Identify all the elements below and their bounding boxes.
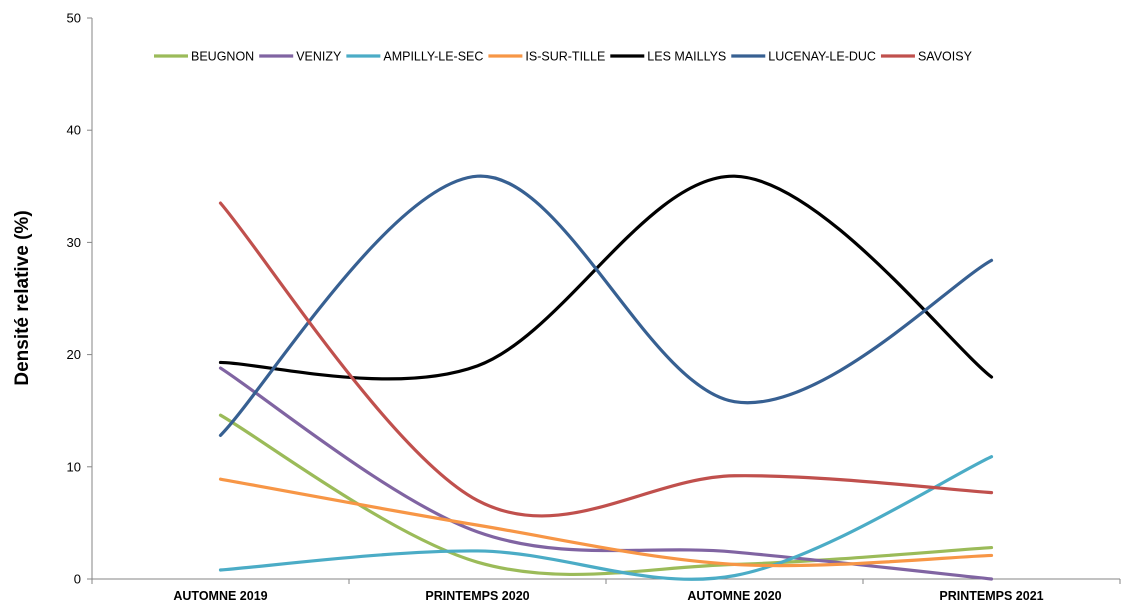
- x-tick-label: AUTOMNE 2020: [687, 589, 781, 603]
- legend-label-ampilly-le-sec: AMPILLY-LE-SEC: [383, 50, 483, 64]
- legend-label-beugnon: BEUGNON: [191, 50, 254, 64]
- series-line-les-maillys: [218, 174, 994, 381]
- y-tick-label: 10: [67, 459, 81, 474]
- y-tick-label: 30: [67, 235, 81, 250]
- series-line-savoisy: [218, 201, 994, 518]
- series-line-venizy: [218, 366, 994, 581]
- legend: BEUGNON VENIZY AMPILLY-LE-SEC IS-SUR-TILLE L…: [154, 50, 973, 64]
- legend-label-is-sur-tille: IS-SUR-TILLE: [525, 50, 605, 64]
- series-line-lucenay-le-duc: [218, 174, 994, 437]
- y-tick-label: 0: [74, 572, 81, 587]
- legend-label-savoisy: SAVOISY: [918, 50, 973, 64]
- legend-label-les-maillys: LES MAILLYS: [647, 50, 726, 64]
- x-tick-label: PRINTEMPS 2021: [939, 589, 1043, 603]
- legend-label-venizy: VENIZY: [296, 50, 342, 64]
- y-tick-label: 40: [67, 123, 81, 138]
- x-tick-label: AUTOMNE 2019: [173, 589, 267, 603]
- series-layer: [218, 174, 994, 581]
- series-line-beugnon: [218, 413, 994, 577]
- series-line-ampilly-le-sec: [218, 455, 994, 581]
- y-axis-label: Densité relative (%): [12, 210, 33, 385]
- legend-label-lucenay-le-duc: LUCENAY-LE-DUC: [768, 50, 876, 64]
- y-tick-label: 50: [67, 11, 81, 26]
- axes: 0 10 20 30 40 50 AUTOMNE 2019 PRINTEMPS 2020 AUT…: [67, 11, 1121, 603]
- series-line-is-sur-tille: [218, 477, 994, 568]
- x-tick-label: PRINTEMPS 2020: [425, 589, 529, 603]
- y-tick-label: 20: [67, 347, 81, 362]
